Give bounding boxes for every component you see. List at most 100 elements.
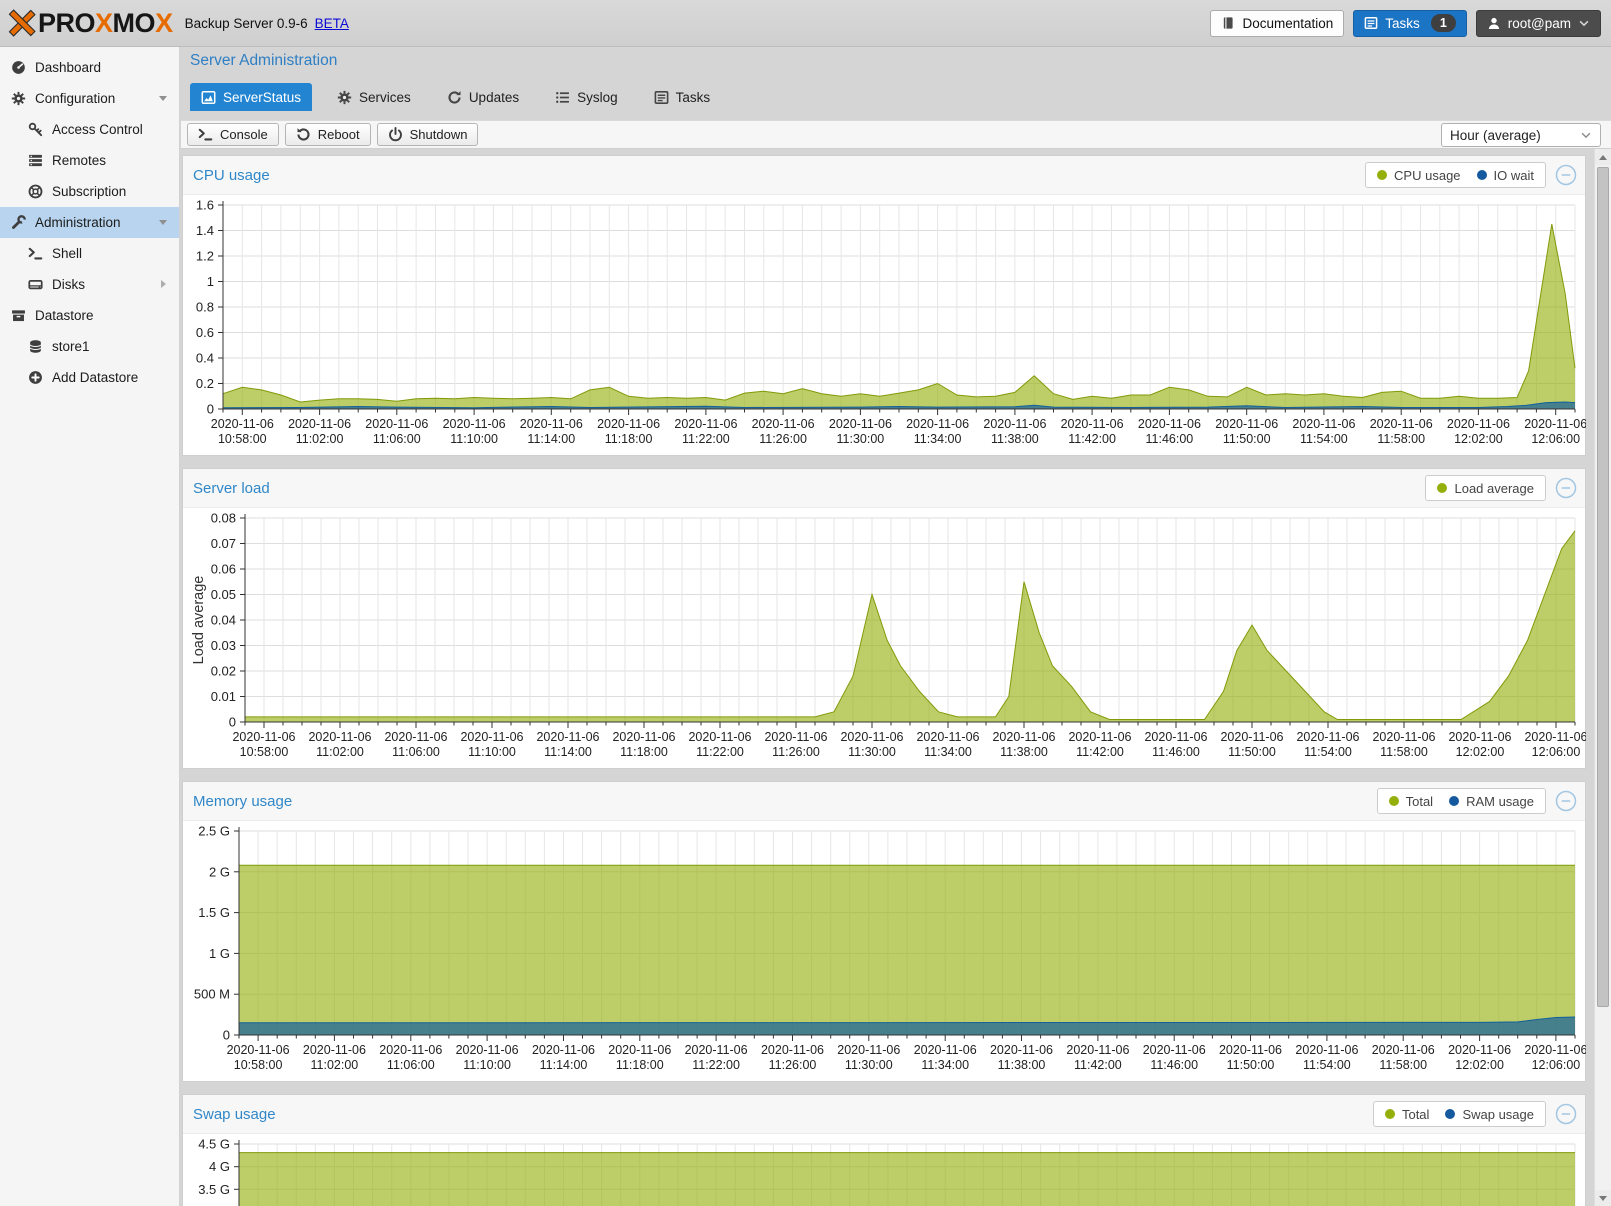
svg-text:11:34:00: 11:34:00 — [924, 745, 972, 759]
svg-text:2020-11-06: 2020-11-06 — [612, 730, 675, 744]
tab-serverstatus[interactable]: ServerStatus — [190, 83, 313, 111]
svg-text:11:02:00: 11:02:00 — [296, 432, 344, 446]
sidebar-item-subscription[interactable]: Subscription — [0, 176, 179, 207]
toolbar-button-label: Shutdown — [409, 127, 468, 142]
svg-text:11:46:00: 11:46:00 — [1146, 432, 1194, 446]
brand-wordmark: PROXMOX — [38, 7, 173, 38]
svg-text:11:14:00: 11:14:00 — [540, 1058, 588, 1072]
svg-text:2020-11-06: 2020-11-06 — [1295, 1043, 1358, 1057]
svg-text:2020-11-06: 2020-11-06 — [1143, 1043, 1206, 1057]
sidebar-item-add-datastore[interactable]: Add Datastore — [0, 362, 179, 393]
svg-text:2020-11-06: 2020-11-06 — [1138, 417, 1201, 431]
sidebar-item-datastore[interactable]: Datastore — [0, 300, 179, 331]
svg-text:11:14:00: 11:14:00 — [527, 432, 575, 446]
svg-text:2020-11-06: 2020-11-06 — [308, 730, 371, 744]
tab-tasks[interactable]: Tasks — [643, 83, 722, 111]
toolbar-buttons: Console Reboot Shutdown — [181, 123, 479, 146]
svg-text:2020-11-06: 2020-11-06 — [837, 1043, 900, 1057]
beta-link[interactable]: BETA — [314, 15, 349, 31]
svg-text:2020-11-06: 2020-11-06 — [761, 1043, 824, 1057]
svg-text:2020-11-06: 2020-11-06 — [916, 730, 979, 744]
panel-title: Swap usage — [193, 1105, 276, 1123]
svg-text:11:58:00: 11:58:00 — [1377, 432, 1425, 446]
panel-header: Server load Load average — [183, 469, 1585, 508]
legend-label: Total — [1405, 793, 1434, 809]
legend-item: IO wait — [1476, 168, 1534, 183]
panel-title: Server load — [193, 479, 270, 497]
list-icon — [555, 90, 570, 105]
sidebar-item-disks[interactable]: Disks — [0, 269, 179, 300]
range-select[interactable]: Hour (average) — [1441, 123, 1601, 147]
tab-label: Updates — [468, 89, 520, 105]
svg-text:2020-11-06: 2020-11-06 — [764, 730, 827, 744]
sidebar-item-administration[interactable]: Administration — [0, 207, 179, 238]
legend-dot — [1384, 1109, 1395, 1119]
sidebar-item-label: Disks — [52, 277, 85, 292]
tab-syslog[interactable]: Syslog — [544, 83, 629, 111]
tab-updates[interactable]: Updates — [436, 83, 530, 111]
svg-text:2020-11-06: 2020-11-06 — [983, 417, 1046, 431]
sidebar-item-remotes[interactable]: Remotes — [0, 145, 179, 176]
vertical-scrollbar[interactable] — [1594, 149, 1611, 1206]
svg-text:0.07: 0.07 — [211, 536, 236, 551]
sidebar-item-shell[interactable]: Shell — [0, 238, 179, 269]
svg-text:2020-11-06: 2020-11-06 — [227, 1043, 290, 1057]
reboot-button[interactable]: Reboot — [284, 123, 371, 146]
sidebar-item-access-control[interactable]: Access Control — [0, 114, 179, 145]
legend-item: CPU usage — [1377, 168, 1461, 183]
page-title: Server Administration — [190, 52, 338, 69]
svg-text:2020-11-06: 2020-11-06 — [752, 417, 815, 431]
collapse-panel-button[interactable] — [1555, 477, 1577, 499]
user-menu-button[interactable]: root@pam — [1475, 9, 1601, 37]
tab-label: Services — [359, 89, 411, 105]
svg-text:2020-11-06: 2020-11-06 — [685, 1043, 748, 1057]
svg-text:3 G: 3 G — [209, 1205, 230, 1206]
svg-text:4 G: 4 G — [209, 1159, 230, 1174]
scroll-down-arrow[interactable] — [1595, 1190, 1611, 1206]
tab-label: Tasks — [675, 89, 711, 105]
svg-text:11:34:00: 11:34:00 — [921, 1058, 969, 1072]
svg-text:0.03: 0.03 — [211, 638, 236, 653]
svg-text:12:06:00: 12:06:00 — [1531, 432, 1580, 446]
svg-text:11:54:00: 11:54:00 — [1303, 1058, 1351, 1072]
panel-header: CPU usage CPU usage IO wait — [183, 156, 1585, 195]
sidebar-item-store1[interactable]: store1 — [0, 331, 179, 362]
terminal-icon — [198, 127, 213, 142]
svg-text:11:26:00: 11:26:00 — [759, 432, 807, 446]
console-button[interactable]: Console — [187, 123, 279, 146]
tasks-button[interactable]: Tasks 1 — [1353, 9, 1467, 37]
subscription-icon — [27, 184, 43, 199]
shutdown-button[interactable]: Shutdown — [376, 123, 479, 146]
legend-dot — [1476, 170, 1487, 180]
scroll-up-arrow[interactable] — [1595, 149, 1611, 165]
svg-text:0: 0 — [207, 402, 214, 417]
scrollbar-thumb[interactable] — [1597, 167, 1609, 1007]
svg-text:11:38:00: 11:38:00 — [991, 432, 1039, 446]
collapse-panel-button[interactable] — [1555, 164, 1577, 186]
svg-text:2020-11-06: 2020-11-06 — [688, 730, 751, 744]
chevron-down-icon — [1578, 17, 1590, 29]
collapse-panel-button[interactable] — [1555, 790, 1577, 812]
svg-text:1 G: 1 G — [209, 946, 230, 961]
cpu-usage-chart: 0 0.2 0.4 0.6 0.8 1 1.2 1.4 1.6 2020-11-06 10:58:0… — [183, 195, 1586, 455]
svg-text:2020-11-06: 2020-11-06 — [597, 417, 660, 431]
svg-text:2020-11-06: 2020-11-06 — [1524, 730, 1586, 744]
chevron-down-icon — [159, 96, 167, 101]
svg-text:12:06:00: 12:06:00 — [1532, 745, 1581, 759]
tab-services[interactable]: Services — [326, 83, 422, 111]
svg-text:1.6: 1.6 — [196, 198, 214, 213]
collapse-panel-button[interactable] — [1555, 1103, 1577, 1125]
svg-text:2020-11-06: 2020-11-06 — [1144, 730, 1207, 744]
svg-text:3.5 G: 3.5 G — [198, 1182, 230, 1197]
svg-text:2020-11-06: 2020-11-06 — [1524, 1043, 1586, 1057]
chart-legend: Total Swap usage — [1372, 1101, 1546, 1127]
sidebar-item-dashboard[interactable]: Dashboard — [0, 52, 179, 83]
documentation-button[interactable]: Documentation — [1210, 9, 1345, 37]
svg-text:2020-11-06: 2020-11-06 — [443, 417, 506, 431]
sidebar-item-configuration[interactable]: Configuration — [0, 83, 179, 114]
svg-text:11:02:00: 11:02:00 — [316, 745, 364, 759]
tab-label: Syslog — [577, 89, 618, 105]
remotes-icon — [27, 153, 43, 168]
